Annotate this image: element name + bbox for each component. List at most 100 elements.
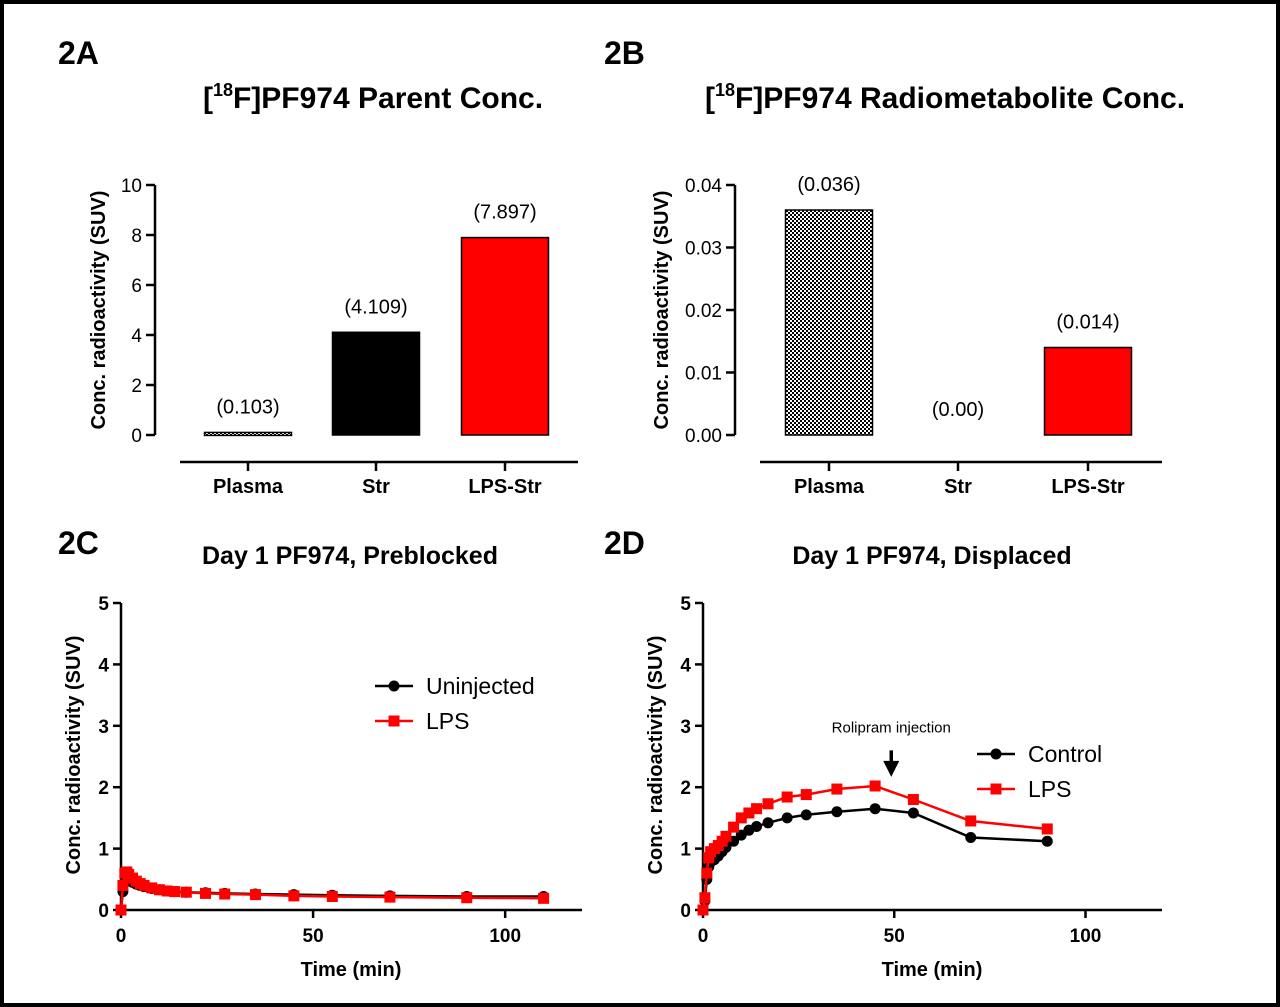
legend-label-2c-0: Uninjected — [426, 673, 535, 699]
panel-2c: 2C Day 1 PF974, Preblocked Conc. radioac… — [58, 525, 582, 981]
y-tick-label-2d: 1 — [680, 840, 691, 861]
data-point-2d-1 — [831, 783, 843, 795]
y-tick-label-2a: 10 — [121, 176, 142, 197]
data-point-2d-1 — [800, 789, 812, 801]
title-2b-rest: F]PF974 Radiometabolite Conc. — [735, 82, 1185, 115]
annotation-arrow-head — [883, 760, 900, 777]
data-point-2d-1 — [703, 852, 715, 864]
bar-2b — [1043, 346, 1133, 436]
value-label-2b: (0.036) — [797, 174, 860, 196]
x-tick-label-2a: Str — [362, 476, 390, 498]
y-tick-label-2a: 2 — [131, 376, 142, 397]
data-point-2d-1 — [869, 780, 881, 792]
y-tick-label-2d: 0 — [680, 901, 691, 922]
data-point-2d-1 — [701, 867, 713, 879]
panel-label-2b: 2B — [604, 35, 645, 71]
y-tick-label-2d: 5 — [680, 594, 691, 615]
title-2b-prefix: [ — [705, 82, 715, 115]
y-tick-label-2b: 0.04 — [685, 176, 722, 197]
panel-label-2a: 2A — [58, 35, 99, 71]
y-tick-label-2d: 4 — [680, 655, 691, 676]
axes-2a: 0 2 4 6 8 10 Plasma Str LPS-Str — [121, 176, 578, 498]
data-point-2c-1 — [219, 888, 231, 900]
ylabel-2b: Conc. radioactivity (SUV) — [651, 191, 673, 430]
x-tick-label-2d: 0 — [698, 926, 709, 947]
data-point-2d-0 — [762, 817, 774, 829]
bar-2a — [331, 331, 421, 436]
y-tick-label-2a: 8 — [131, 226, 142, 247]
panel-2b: 2B [18F]PF974 Radiometabolite Conc. Conc… — [604, 35, 1185, 498]
data-point-2d-0 — [907, 807, 919, 819]
data-point-2d-0 — [751, 820, 763, 832]
panel-label-2c: 2C — [58, 525, 99, 561]
value-label-2b: (0.014) — [1056, 312, 1119, 334]
bar-2a — [460, 236, 550, 436]
x-tick-label-2c: 100 — [489, 926, 521, 947]
data-point-2d-1 — [735, 812, 747, 824]
data-point-2d-1 — [1041, 823, 1053, 835]
data-point-2c-1 — [538, 892, 550, 904]
xlabel-2c: Time (min) — [301, 959, 402, 981]
x-tick-label-2a: LPS-Str — [468, 476, 542, 498]
data-point-2d-1 — [781, 791, 793, 803]
data-point-2d-1 — [907, 793, 919, 805]
data-point-2d-1 — [720, 830, 732, 842]
y-tick-label-2b: 0.01 — [685, 364, 722, 385]
series-2c — [115, 866, 550, 916]
data-point-2d-0 — [781, 812, 793, 824]
data-point-2c-1 — [384, 891, 396, 903]
x-tick-label-2d: 100 — [1070, 926, 1102, 947]
bars-2a: (0.103) (4.109) (7.897) — [203, 202, 550, 437]
axes-2b: 0.00 0.01 0.02 0.03 0.04 Plasma Str LPS-Str — [685, 176, 1162, 498]
data-point-2c-1 — [115, 904, 127, 916]
data-point-2d-1 — [751, 803, 763, 815]
legend-marker-2d-0 — [990, 748, 1002, 760]
panel-label-2d: 2D — [604, 525, 645, 561]
data-point-2d-1 — [762, 798, 774, 810]
xlabel-2d: Time (min) — [882, 959, 983, 981]
bar-2a — [203, 431, 293, 437]
value-label-2a: (0.103) — [216, 396, 279, 418]
value-label-2b: (0.00) — [932, 399, 984, 421]
y-tick-label-2a: 0 — [131, 426, 142, 447]
title-2b-sup: 18 — [715, 80, 735, 100]
data-point-2d-1 — [699, 892, 711, 904]
data-point-2c-1 — [169, 886, 181, 898]
legend-label-2c-1: LPS — [426, 708, 469, 734]
data-point-2d-0 — [869, 803, 881, 815]
y-tick-label-2b: 0.03 — [685, 239, 722, 260]
title-2a: [18F]PF974 Parent Conc. — [203, 80, 543, 115]
data-point-2d-0 — [831, 806, 843, 818]
data-point-2d-1 — [728, 821, 740, 833]
title-2a-prefix: [ — [203, 82, 213, 115]
data-point-2c-1 — [117, 879, 129, 891]
x-tick-label-2c: 0 — [116, 926, 127, 947]
y-tick-label-2a: 4 — [131, 326, 142, 347]
data-point-2c-1 — [138, 879, 150, 891]
data-point-2d-1 — [965, 815, 977, 827]
y-tick-label-2d: 2 — [680, 778, 691, 799]
title-2a-sup: 18 — [213, 80, 233, 100]
data-point-2c-1 — [200, 887, 212, 899]
y-tick-label-2c: 0 — [98, 901, 109, 922]
value-label-2a: (7.897) — [473, 202, 536, 224]
series-2d — [697, 780, 1053, 916]
title-2c: Day 1 PF974, Preblocked — [202, 542, 498, 570]
x-tick-label-2b: Str — [944, 476, 972, 498]
title-2a-rest: F]PF974 Parent Conc. — [233, 82, 543, 115]
y-tick-label-2d: 3 — [680, 717, 691, 738]
value-label-2a: (4.109) — [344, 296, 407, 318]
y-tick-label-2c: 3 — [98, 717, 109, 738]
data-point-2d-0 — [800, 809, 812, 821]
ylabel-2c: Conc. radioactivity (SUV) — [63, 636, 85, 875]
y-tick-label-2a: 6 — [131, 276, 142, 297]
x-tick-label-2d: 50 — [884, 926, 905, 947]
x-tick-label-2b: LPS-Str — [1051, 476, 1125, 498]
ylabel-2a: Conc. radioactivity (SUV) — [88, 191, 110, 430]
data-point-2c-1 — [249, 889, 261, 901]
annotation-text: Rolipram injection — [832, 719, 951, 736]
data-point-2d-0 — [1041, 835, 1053, 847]
